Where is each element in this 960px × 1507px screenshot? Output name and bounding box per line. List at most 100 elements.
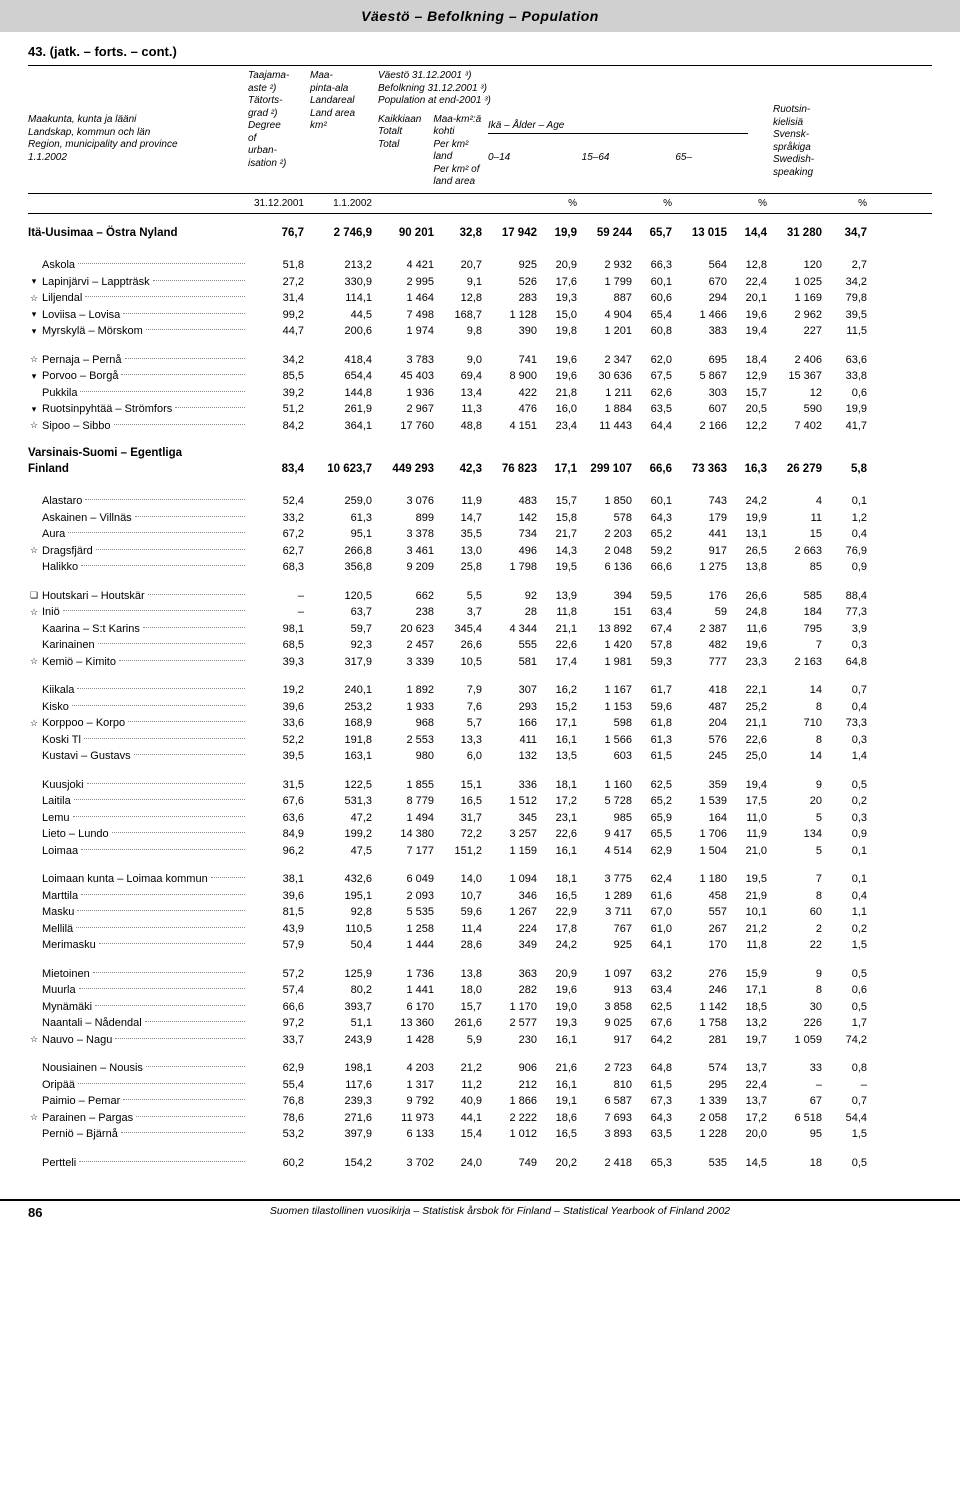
column-headers: Maakunta, kunta ja lääniLandskap, kommun… [28,65,932,193]
data-cell: 13,1 [733,526,773,543]
data-cell: 267 [678,921,733,938]
leader-dots [80,391,245,392]
section-total-cell: 65,7 [638,226,678,242]
data-cell: 72,2 [440,826,488,843]
data-cell: 20,9 [543,966,583,983]
leader-dots [135,516,245,517]
row-symbol-icon: ▾ [28,370,40,384]
region-label: Askainen – Villnäs [42,510,132,527]
data-cell: 917 [678,543,733,560]
data-cell: 51,8 [248,257,310,274]
data-cell: 749 [488,1155,543,1172]
data-cell: 154,2 [310,1155,378,1172]
hdr-age: Ikä – Ålder – Age0–1415–6465– [488,70,773,189]
data-cell: 13,7 [733,1060,773,1077]
data-cell: 47,2 [310,810,378,827]
data-cell: 1,1 [828,904,873,921]
data-cell: 98,1 [248,621,310,638]
data-cell: 81,5 [248,904,310,921]
data-cell: 62,5 [638,999,678,1016]
data-cell: 4 [773,493,828,510]
data-cell: 564 [678,257,733,274]
region-name: ▾Lapinjärvi – Lappträsk [28,274,248,291]
data-cell: 590 [773,401,828,418]
data-cell: 227 [773,323,828,340]
data-cell: 84,9 [248,826,310,843]
data-cell: 11,4 [440,921,488,938]
region-name: ▾Ruotsinpyhtää – Strömfors [28,401,248,418]
section-title: Varsinais-Suomi – Egentliga Finland [28,446,248,477]
data-cell: 1 159 [488,843,543,860]
table-row: Alastaro52,4259,03 07611,948315,71 85060… [28,493,932,510]
data-cell: 63,4 [638,982,678,999]
data-cell: 23,1 [543,810,583,827]
region-name: Askola [28,257,248,274]
data-cell: 23,3 [733,654,773,671]
data-cell: 19,0 [543,999,583,1016]
data-cell: 18,0 [440,982,488,999]
section-total-cell: 59 244 [583,226,638,242]
data-cell: 2 577 [488,1015,543,1032]
data-cell: 226 [773,1015,828,1032]
section-row: Varsinais-Suomi – Egentliga Finland 83,4… [28,446,932,477]
data-cell: 239,3 [310,1093,378,1110]
section-total-cell: 76,7 [248,226,310,242]
table-row: Laitila67,6531,38 77916,51 51217,25 7286… [28,793,932,810]
data-cell: 6,0 [440,748,488,765]
data-cell: 17,2 [733,1110,773,1127]
leader-dots [85,296,245,297]
data-cell: 14,7 [440,510,488,527]
section-total-cell: 90 201 [378,226,440,242]
data-cell: 7,9 [440,682,488,699]
data-cell: 5,9 [440,1032,488,1049]
data-cell: 913 [583,982,638,999]
data-cell: 0,9 [828,826,873,843]
data-cell: 67 [773,1093,828,1110]
data-cell: 1,4 [828,748,873,765]
data-cell: 12 [773,385,828,402]
data-cell: 22,4 [733,274,773,291]
data-cell: 5 [773,810,828,827]
region-name: ▾Loviisa – Lovisa [28,307,248,324]
data-cell: 61,8 [638,715,678,732]
data-cell: 15,4 [440,1126,488,1143]
data-cell: 283 [488,290,543,307]
pct-1: % [543,198,583,209]
row-symbol-icon: ▾ [28,308,40,322]
table-row: ☆Parainen – Pargas78,6271,611 97344,12 2… [28,1110,932,1127]
data-cell: 60,1 [638,493,678,510]
data-cell: 2 387 [678,621,733,638]
region-name: ☆Sipoo – Sibbo [28,418,248,435]
data-cell: 3,9 [828,621,873,638]
section-total-cell: 31 280 [773,226,828,242]
data-cell: 60,1 [638,274,678,291]
data-cell: 95,1 [310,526,378,543]
data-cell: 1 275 [678,559,733,576]
data-cell: 11,0 [733,810,773,827]
data-cell: 67,3 [638,1093,678,1110]
region-label: Mellilä [42,921,73,938]
region-label: Kaarina – S:t Karins [42,621,140,638]
region-name: ☆Parainen – Pargas [28,1110,248,1127]
data-cell: 67,6 [638,1015,678,1032]
leader-dots [98,643,245,644]
data-cell: 198,1 [310,1060,378,1077]
data-cell: – [248,588,310,605]
data-cell: 28 [488,604,543,621]
data-cell: 458 [678,888,733,905]
region-label: Kiikala [42,682,74,699]
data-cell: 17,4 [543,654,583,671]
data-cell: 411 [488,732,543,749]
data-cell: 9,0 [440,352,488,369]
data-cell: 345,4 [440,621,488,638]
data-cell: 52,4 [248,493,310,510]
data-cell: 54,4 [828,1110,873,1127]
data-cell: 11 973 [378,1110,440,1127]
data-cell: 30 [773,999,828,1016]
data-cell: 151,2 [440,843,488,860]
data-cell: 40,9 [440,1093,488,1110]
data-cell: 1 180 [678,871,733,888]
data-cell: 19,6 [543,352,583,369]
data-cell: 3 858 [583,999,638,1016]
data-cell: 3 461 [378,543,440,560]
